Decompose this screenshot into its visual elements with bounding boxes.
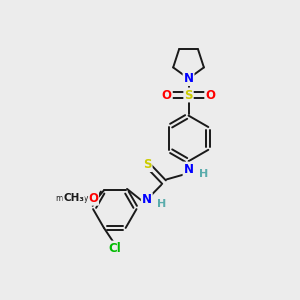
Text: O: O bbox=[88, 192, 98, 205]
Text: O: O bbox=[205, 88, 215, 101]
Text: S: S bbox=[143, 158, 152, 171]
Text: H: H bbox=[157, 200, 166, 209]
Text: CH₃: CH₃ bbox=[63, 193, 84, 203]
Text: S: S bbox=[184, 88, 193, 101]
Text: N: N bbox=[142, 193, 152, 206]
Text: O: O bbox=[162, 88, 172, 101]
Text: methoxy: methoxy bbox=[56, 194, 89, 203]
Text: N: N bbox=[184, 163, 194, 176]
Text: Cl: Cl bbox=[108, 242, 121, 255]
Text: N: N bbox=[184, 72, 194, 85]
Text: H: H bbox=[199, 169, 208, 179]
